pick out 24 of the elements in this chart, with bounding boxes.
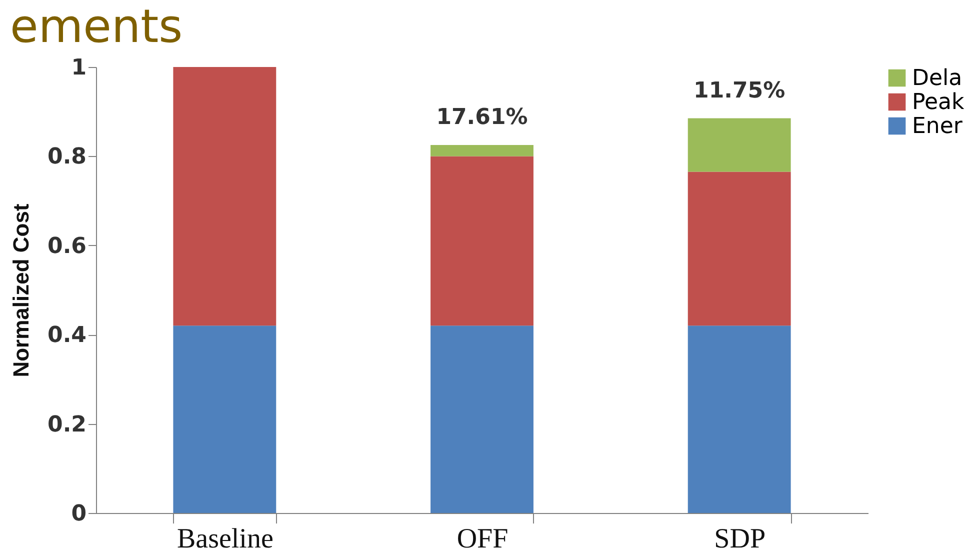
legend-label: Dela <box>912 66 962 91</box>
legend-label: Ener <box>912 114 964 139</box>
y-tick-label: 0.4 <box>48 323 86 348</box>
y-axis-title: Normalized Cost <box>8 203 34 378</box>
bar <box>173 67 276 326</box>
bar <box>173 326 276 513</box>
bar <box>430 145 534 156</box>
annotation: 11.75% <box>694 78 786 104</box>
y-tick-label: 0 <box>71 502 86 526</box>
x-tick-label: SDP <box>714 524 766 554</box>
y-tick-label: 0.8 <box>48 144 86 170</box>
y-tick-label: 0.2 <box>48 412 86 438</box>
bar <box>430 156 534 326</box>
y-tick-label: 0.6 <box>48 234 86 259</box>
legend-label: Peak <box>912 90 964 115</box>
bar <box>430 326 534 513</box>
annotation: 17.61% <box>436 105 528 130</box>
bar <box>688 326 791 513</box>
y-tick-label: 1 <box>71 56 86 80</box>
chart-title: ements <box>10 0 183 53</box>
x-tick-label: OFF <box>456 524 508 554</box>
bar <box>688 118 791 172</box>
x-tick-label: Baseline <box>176 524 274 554</box>
bar <box>688 172 791 326</box>
